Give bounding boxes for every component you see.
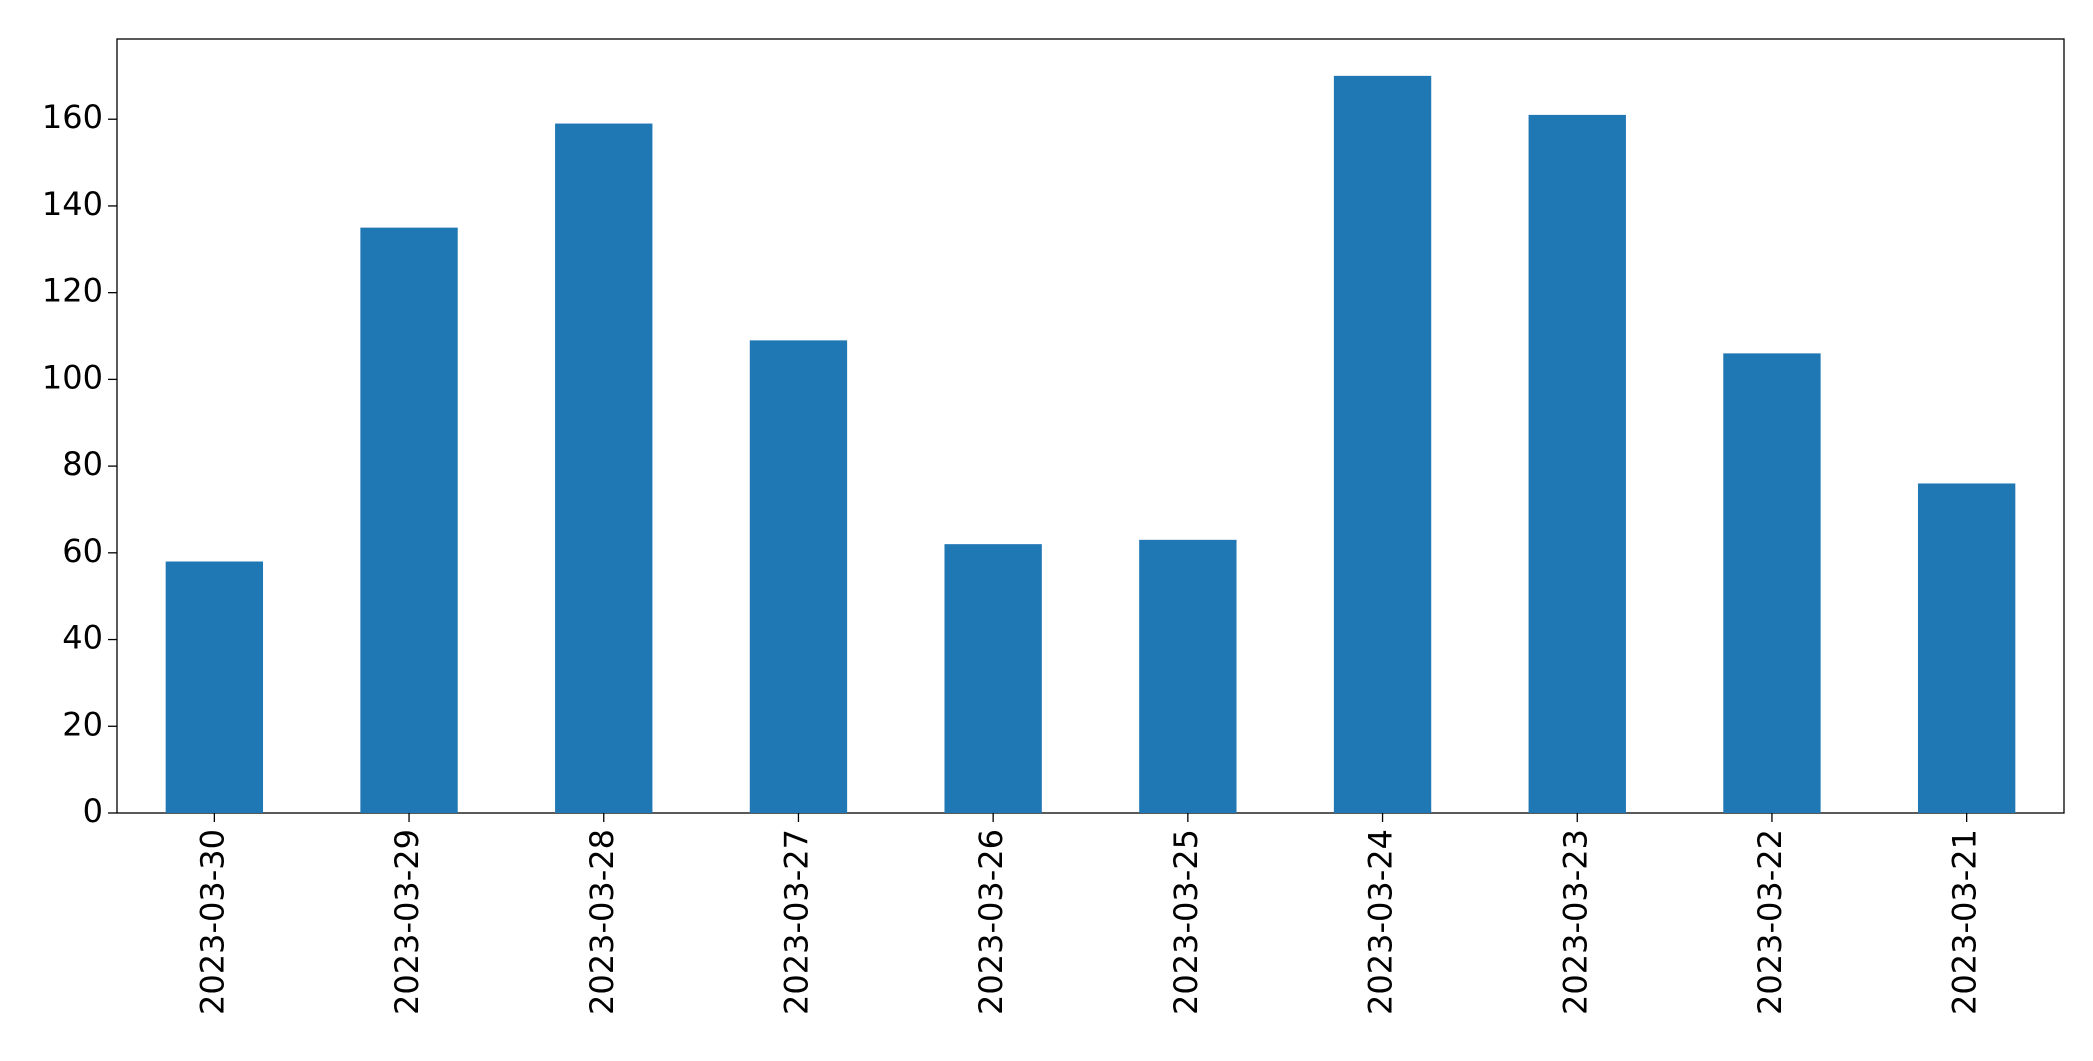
x-tick-label: 2023-03-30 (193, 829, 231, 1015)
x-tick-label: 2023-03-25 (1167, 829, 1205, 1015)
x-tick-label: 2023-03-27 (777, 829, 815, 1015)
bar (360, 227, 458, 814)
x-tick-label: 2023-03-28 (583, 829, 621, 1015)
y-tick-label: 40 (62, 619, 103, 657)
x-tick-label: 2023-03-29 (388, 829, 426, 1015)
y-tick-label: 140 (42, 185, 103, 223)
bar (165, 561, 264, 813)
x-tick-label: 2023-03-26 (972, 829, 1010, 1015)
bar (1333, 75, 1432, 814)
bar (555, 123, 653, 813)
x-tick-label: 2023-03-22 (1751, 829, 1789, 1015)
y-tick-label: 100 (42, 358, 103, 396)
y-tick-label: 80 (62, 445, 103, 483)
x-tick-label: 2023-03-23 (1556, 829, 1594, 1015)
bar (1723, 353, 1821, 813)
y-tick-label: 0 (83, 792, 103, 830)
plot-frame (116, 38, 2065, 814)
bar (1528, 114, 1626, 814)
x-tick-label: 2023-03-24 (1362, 829, 1400, 1015)
bar (1139, 539, 1237, 813)
x-tick-label: 2023-03-21 (1946, 829, 1984, 1015)
bar (749, 340, 848, 813)
y-tick-label: 20 (62, 705, 103, 743)
y-tick-label: 160 (42, 98, 103, 136)
bar (944, 544, 1042, 813)
y-tick-label: 60 (62, 532, 103, 570)
y-tick-label: 120 (42, 272, 103, 310)
bar (1917, 483, 2016, 813)
